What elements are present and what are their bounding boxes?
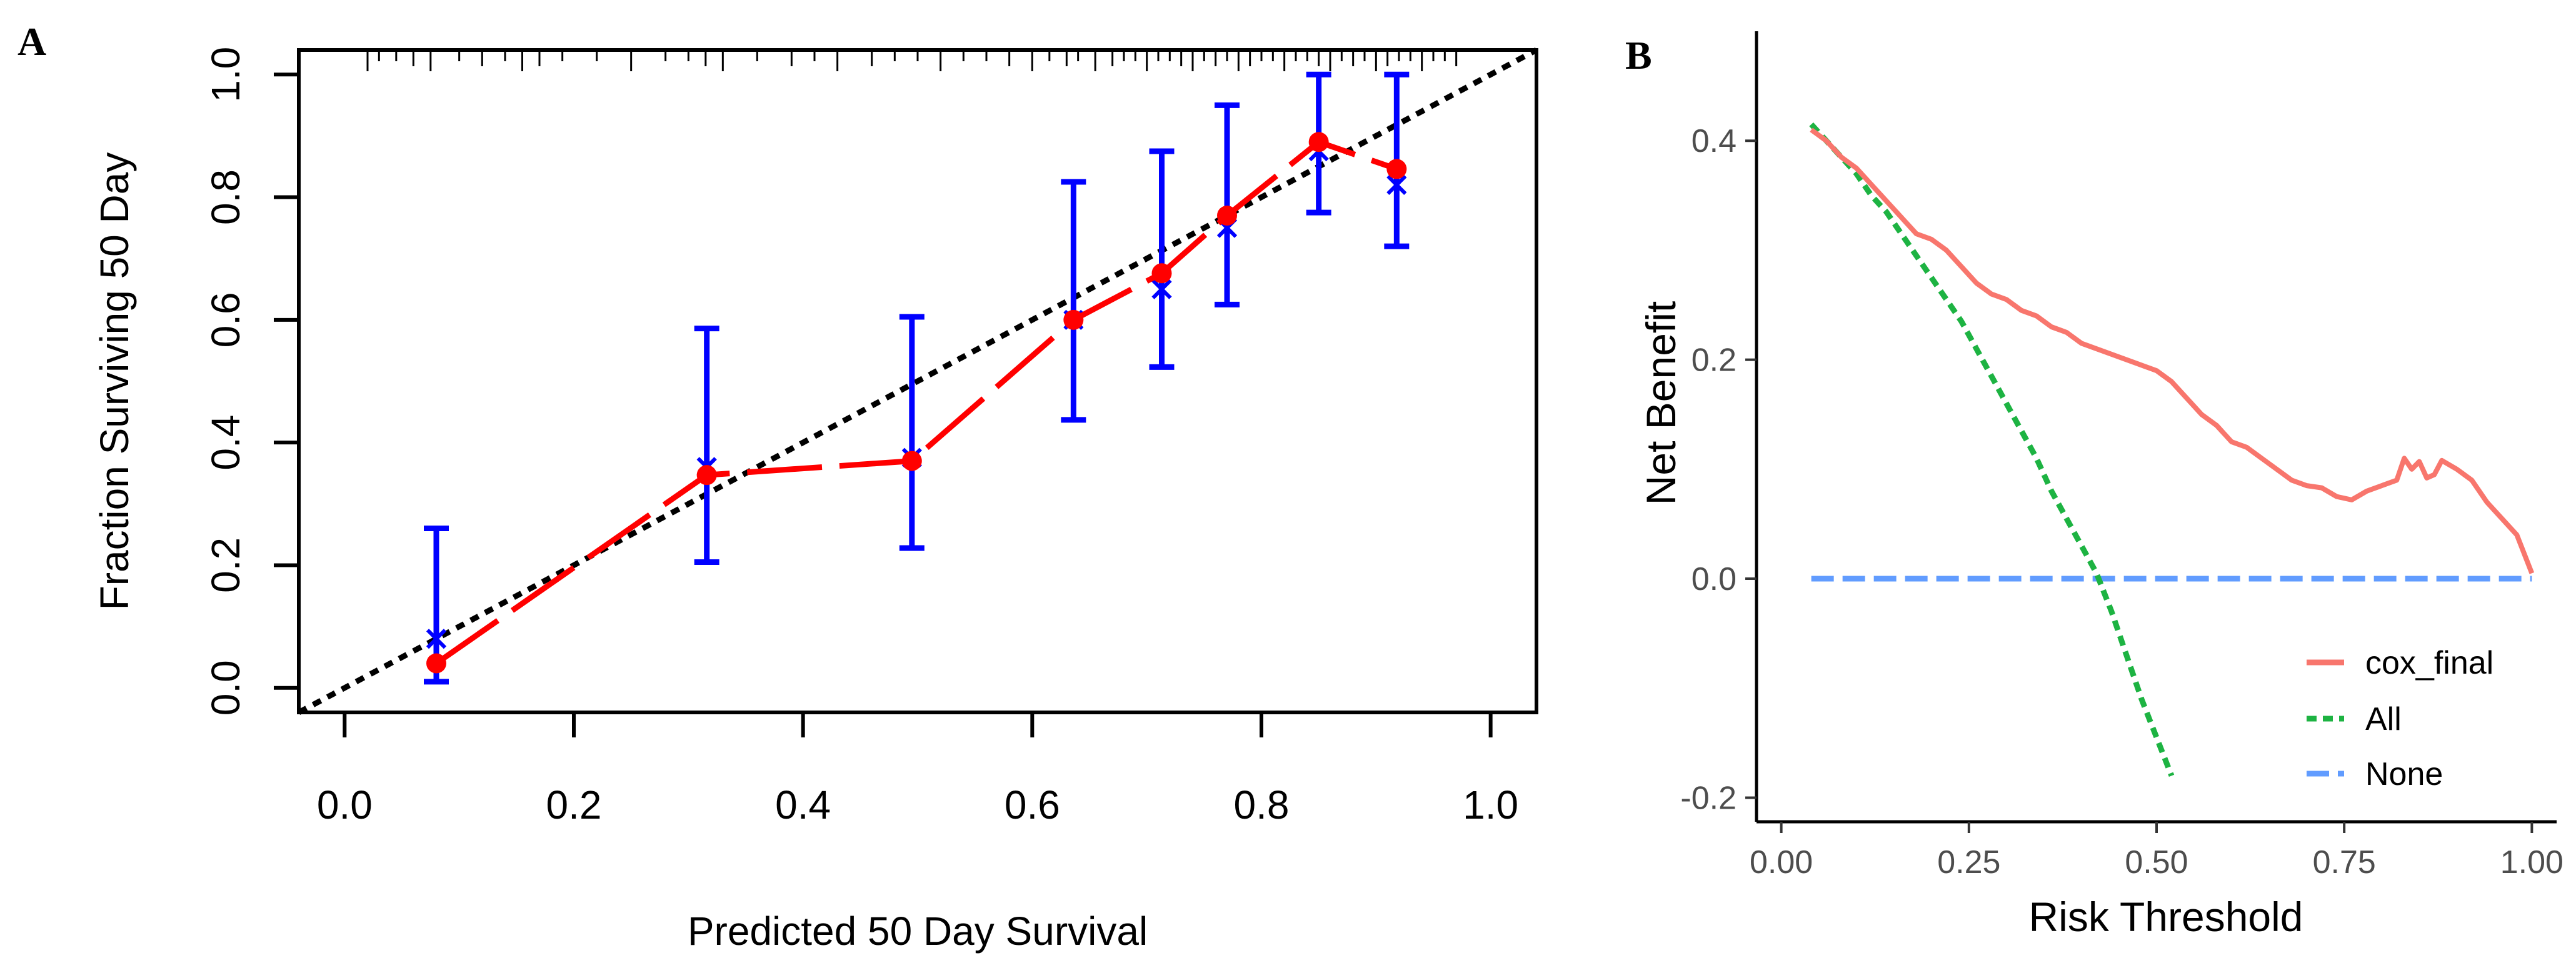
y-tick-label-b: 0.2 (1691, 342, 1737, 379)
observed-point (696, 465, 717, 486)
panel-label-b: B (1625, 33, 1652, 77)
observed-point (426, 653, 446, 674)
x-tick-label-a: 0.0 (317, 782, 373, 827)
legend-label-cox-final: cox_final (2365, 645, 2493, 681)
y-tick-label-a: 0.0 (203, 660, 248, 716)
bias-corrected-point (1386, 174, 1407, 196)
x-tick-label-a: 0.8 (1234, 782, 1290, 827)
net-benefit-curves (1809, 122, 2535, 777)
x-tick-label-a: 0.4 (775, 782, 831, 827)
observed-point (1217, 206, 1237, 226)
y-tick-label-a: 0.4 (203, 415, 248, 471)
y-axis-b: -0.2 0.0 0.2 0.4 (1680, 123, 1757, 816)
ideal-line (297, 47, 1538, 715)
error-bars (424, 71, 1410, 685)
observed-point (1151, 263, 1172, 284)
x-axis-a: 0.0 0.2 0.4 0.6 0.8 1.0 (317, 712, 1518, 827)
all-line (1809, 122, 2175, 777)
y-tick-label-b: 0.0 (1691, 561, 1737, 597)
panel-label-a: A (18, 19, 46, 64)
x-tick-label-a: 1.0 (1463, 782, 1518, 827)
y-axis-label-b: Net Benefit (1638, 301, 1684, 506)
rug-marks (366, 50, 1458, 71)
cox-final-line (1810, 127, 2535, 574)
observed-point (901, 451, 922, 471)
y-axis-a: 0.0 0.2 0.4 0.6 0.8 1.0 (203, 47, 299, 716)
y-tick-label-b: -0.2 (1680, 780, 1737, 816)
y-tick-label-a: 1.0 (203, 47, 248, 102)
calibration-plot: 0.0 0.2 0.4 0.6 0.8 1.0 0.0 0.2 0.4 0.6 0.8 1.0 Pr… (92, 47, 1538, 954)
y-axis-label-a: Fraction Surviving 50 Day (92, 152, 137, 611)
y-tick-label-a: 0.6 (203, 292, 248, 347)
observed-line (434, 139, 1398, 666)
x-tick-label-b: 0.50 (2125, 844, 2188, 881)
bias-corrected-point (1151, 279, 1172, 299)
decision-curve-plot: 0.00 0.25 0.50 0.75 1.00 -0.2 0.0 0.2 0.4 Risk … (1638, 31, 2563, 940)
y-tick-label-a: 0.8 (203, 169, 248, 225)
y-tick-label-a: 0.2 (203, 537, 248, 593)
observed-point (1063, 309, 1084, 330)
legend-label-none: None (2365, 756, 2443, 792)
legend-label-all: All (2365, 701, 2402, 737)
observed-point (1308, 132, 1329, 152)
y-tick-label-b: 0.4 (1691, 123, 1737, 159)
x-tick-label-b: 1.00 (2500, 844, 2563, 881)
observed-point (1386, 159, 1407, 179)
ideal-diagonal (297, 47, 1538, 715)
legend: cox_final All None (2307, 645, 2493, 792)
calibration-line (426, 132, 1407, 674)
x-axis-label-b: Risk Threshold (2029, 894, 2303, 940)
x-axis-b: 0.00 0.25 0.50 0.75 1.00 (1750, 822, 2563, 881)
x-tick-label-b: 0.00 (1750, 844, 1813, 881)
x-tick-label-a: 0.2 (546, 782, 602, 827)
x-tick-label-b: 0.25 (1937, 844, 2000, 881)
bias-corrected-point (426, 629, 447, 649)
x-axis-label-a: Predicted 50 Day Survival (688, 909, 1148, 954)
x-tick-label-b: 0.75 (2313, 844, 2376, 881)
x-tick-label-a: 0.6 (1005, 782, 1060, 827)
